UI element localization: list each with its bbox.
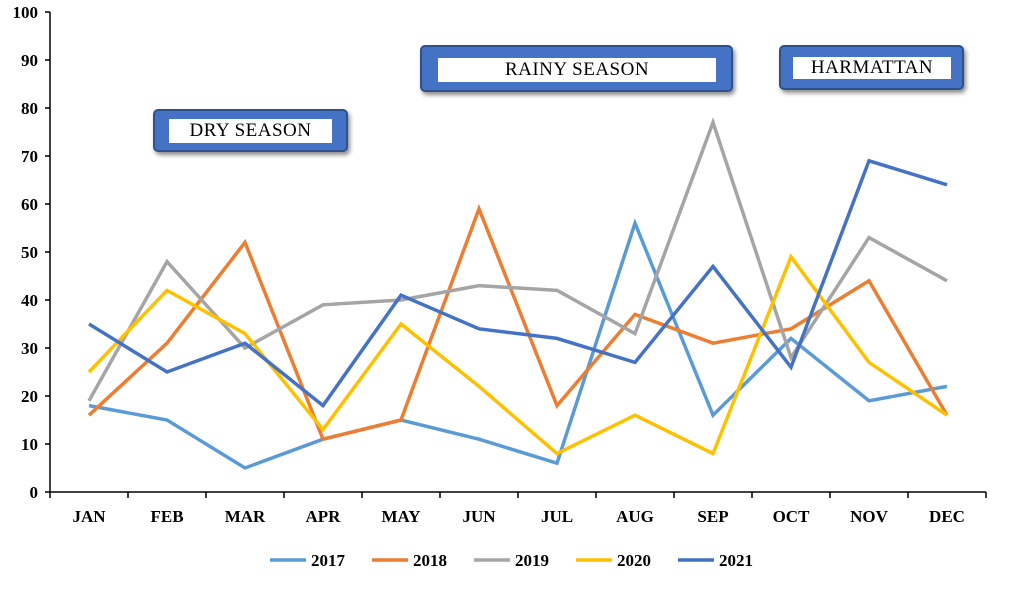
y-tick-label: 0 [30,483,39,502]
x-tick-label: FEB [150,507,183,526]
y-tick-label: 70 [21,147,38,166]
y-tick-label: 100 [13,3,39,22]
x-tick-label: JAN [72,507,106,526]
series-line-2021 [88,158,948,409]
x-tick-label: DEC [929,507,965,526]
x-tick-label: MAY [381,507,420,526]
dry-season-box: DRY SEASON [153,109,348,152]
x-tick-label: MAR [225,507,266,526]
legend-label-2020: 2020 [617,551,651,570]
series-layer [87,117,949,470]
y-tick-label: 10 [21,435,38,454]
legend-label-2018: 2018 [413,551,447,570]
x-tick-label: JUN [462,507,496,526]
x-tick-label: AUG [616,507,654,526]
y-tick-label: 40 [21,291,38,310]
legend-label-2021: 2021 [719,551,753,570]
chart-legend: 2017 2018 2019 2020 2021 [270,551,753,570]
x-tick-label: OCT [773,507,811,526]
harmattan-box: HARMATTAN [779,45,964,90]
series-line-2020 [87,253,948,457]
x-tick-label: NOV [850,507,889,526]
x-tick-label: APR [306,507,342,526]
x-tick-label: SEP [697,507,728,526]
y-tick-label: 80 [21,99,38,118]
y-tick-label: 90 [21,51,38,70]
legend-label-2017: 2017 [311,551,346,570]
rainy-season-label: RAINY SEASON [438,58,716,82]
x-tick-label: JUL [541,507,573,526]
legend-label-2019: 2019 [515,551,549,570]
y-tick-label: 50 [21,243,38,262]
y-tick-label: 30 [21,339,38,358]
dry-season-label: DRY SEASON [169,119,332,143]
chart-axes: 0 10 20 30 40 50 60 70 80 90 100 JAN FEB MAR APR MAY JUN… [13,3,987,526]
rainy-season-box: RAINY SEASON [420,45,733,92]
harmattan-label: HARMATTAN [793,57,951,79]
series-line-2018 [87,203,949,442]
y-tick-label: 20 [21,387,38,406]
series-line-2017 [88,218,948,470]
y-tick-label: 60 [21,195,38,214]
